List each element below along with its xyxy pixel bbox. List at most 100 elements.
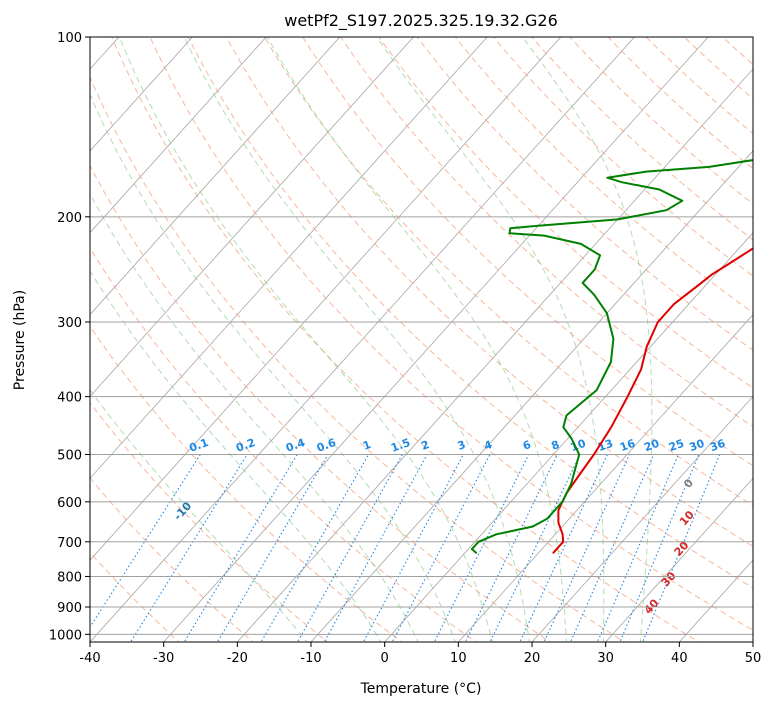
dry-adiabat-line [416,37,753,351]
mixing-ratio-label: 8 [550,438,562,453]
y-tick-label: 1000 [49,628,82,643]
dewpoint-profile-line [470,159,753,554]
mixing-ratio-label: 3 [456,438,468,453]
mixing-ratio-line [296,454,403,642]
y-tick-label: 700 [57,536,82,551]
dry-adiabat-line [302,37,753,467]
dry-adiabat-line [225,37,753,547]
mixing-ratio-line [129,454,248,642]
dry-adiabat-line [90,551,180,642]
x-tick-label: -20 [227,651,248,666]
dry-adiabat-line [90,76,626,642]
x-axis-label: Temperature (°C) [360,681,482,697]
moist-adiabat-line [183,37,530,642]
moist-adiabat-line [90,389,308,642]
mixing-ratio-label: 0.4 [284,436,307,455]
background-lines [90,37,753,642]
isotherm-line [384,232,753,642]
y-axis-label: Pressure (hPa) [12,290,28,390]
mixing-ratio-label: 36 [708,437,727,455]
plot-frame [89,36,754,643]
moist-adiabat-line [90,270,382,642]
dry-adiabat-line [111,37,700,642]
moist-adiabat-line [119,37,493,642]
mixing-ratio-line [464,454,558,642]
x-tick-label: 40 [671,651,688,666]
x-tick-label: -10 [300,651,321,666]
theta-e-label: 30 [659,569,679,589]
dry-adiabat-line [721,37,753,66]
dry-adiabat-line [492,37,753,277]
dry-adiabat-line [90,477,254,642]
isotherm-line [531,395,753,642]
y-tick-label: 800 [57,570,82,585]
mixing-ratio-label: 16 [618,437,637,455]
mixing-ratio-line [183,454,298,642]
y-tick-label: 100 [57,31,82,46]
mixing-ratio-line [90,454,201,629]
mixing-ratio-line [433,454,530,642]
dry-adiabat-line [454,37,753,314]
mixing-ratio-label: 0.2 [234,436,257,455]
y-tick-label: 900 [57,601,82,616]
x-tick-label: 30 [597,651,614,666]
dry-adiabat-line [90,246,477,642]
x-tick-label: 50 [745,651,762,666]
isotherm-line [90,37,267,234]
moist-adiabat-line [266,37,567,642]
mixing-ratio-label: 1.5 [389,436,412,455]
chart-title: wetPf2_S197.2025.325.19.32.G26 [284,11,558,31]
y-tick-label: 500 [57,449,82,464]
dry-adiabat-line [90,402,329,642]
mixing-ratio-line [323,454,428,642]
mixing-ratio-label: 0.1 [187,436,210,455]
profile-series [470,159,753,554]
mixing-ratio-label: 4 [482,438,494,453]
mixing-ratio-line [216,454,329,642]
isotherm-line [90,37,636,642]
y-tick-label: 200 [57,211,82,226]
y-axis-ticks: 100 200 300 400 500 600 700 800 900 1000 [49,31,90,643]
background-labels: 0.10.20.40.611.52346810131620253036-100-… [171,436,727,617]
mixing-ratio-label: 20 [642,437,661,455]
mixing-ratio-label: 25 [667,437,686,454]
isotherm-line [90,37,415,398]
mixing-ratio-line [489,454,581,642]
pressure-gridlines [90,37,753,635]
x-tick-label: 20 [524,651,541,666]
isotherm-line [679,559,753,642]
mixing-ratio-line [519,454,608,642]
theta-e-label: 10 [677,508,697,528]
moist-adiabat-line [376,37,605,642]
isotherm-line [90,37,562,561]
isotherm-line [605,477,753,642]
mixing-ratio-label: 2 [420,438,432,453]
dry-adiabat-line [263,37,753,507]
mixing-ratio-label: 30 [687,437,706,455]
mixing-ratio-label: 6 [521,438,533,453]
mixing-ratio-line [569,454,655,642]
dry-adiabat-line [149,37,753,631]
y-tick-label: 300 [57,316,82,331]
mixing-ratio-line [543,454,630,642]
dry-adiabat-line [378,37,753,389]
isotherm-line [90,37,488,479]
isotherm-line [237,68,753,642]
x-axis-ticks: -40 -30 -20 -10 0 10 20 30 40 50 [79,642,761,666]
moist-adiabat-line [522,37,653,642]
dry-adiabat-line [645,37,753,135]
isotherm-line [752,641,753,642]
mixing-ratio-line [596,454,679,642]
x-tick-label: 10 [450,651,467,666]
x-tick-label: -40 [79,651,100,666]
temperature-profile-line [552,247,753,554]
dry-adiabat-line [683,37,753,100]
moist-adiabat-line [90,93,456,642]
x-tick-label: 0 [381,651,389,666]
isotherm-line [163,37,709,642]
x-tick-label: -30 [153,651,174,666]
dry-adiabat-line [90,325,403,642]
dry-adiabat-line [90,164,552,642]
isotherm-line [90,37,341,316]
